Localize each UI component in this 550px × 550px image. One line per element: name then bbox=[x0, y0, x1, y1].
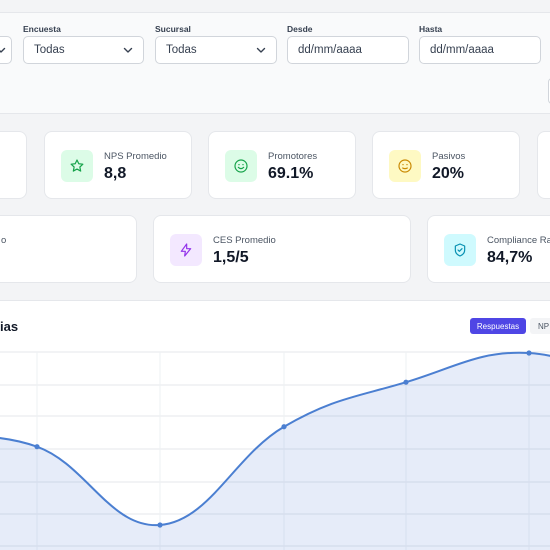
chevron-down-icon bbox=[255, 44, 267, 56]
nps-toggle-button[interactable]: NP bbox=[530, 318, 550, 334]
smile-icon bbox=[234, 159, 248, 173]
kpi-value: 84,7% bbox=[487, 249, 533, 266]
sucursal-select[interactable]: Todas bbox=[155, 36, 277, 64]
hasta-input[interactable]: dd/mm/aaaa bbox=[419, 36, 541, 64]
shield-check-icon bbox=[454, 243, 466, 257]
star-icon bbox=[70, 159, 84, 172]
chart-card bbox=[0, 300, 550, 550]
smile-icon-box bbox=[225, 150, 257, 182]
respuestas-toggle-button[interactable]: Respuestas bbox=[470, 318, 526, 334]
kpi-label: Compliance Rat bbox=[487, 235, 550, 246]
kpi-label: o bbox=[1, 235, 7, 246]
kpi-label: Pasivos bbox=[432, 151, 466, 162]
kpi-value: 69.1% bbox=[268, 165, 314, 182]
kpi-value: 20% bbox=[432, 165, 465, 182]
kpi-card-promotores: Promotores 69.1% bbox=[208, 131, 356, 199]
kpi-label: Promotores bbox=[268, 151, 318, 162]
kpi-label: CES Promedio bbox=[213, 235, 276, 246]
kpi-card-ces: CES Promedio 1,5/5 bbox=[153, 215, 411, 283]
desde-value: dd/mm/aaaa bbox=[298, 44, 362, 56]
sucursal-value: Todas bbox=[166, 44, 197, 56]
kpi-card-pasivos: Pasivos 20% bbox=[372, 131, 520, 199]
chart-title: ias bbox=[0, 319, 19, 334]
star-icon-box bbox=[61, 150, 93, 182]
encuesta-select[interactable]: Todas bbox=[23, 36, 144, 64]
kpi-card-nps: NPS Promedio 8,8 bbox=[44, 131, 192, 199]
kpi-value: 1,5/5 bbox=[213, 249, 249, 266]
neutral-face-icon bbox=[398, 159, 412, 173]
chevron-down-icon bbox=[122, 44, 134, 56]
hasta-value: dd/mm/aaaa bbox=[430, 44, 494, 56]
kpi-card-partial-right bbox=[537, 131, 550, 199]
kpi-value: 8,8 bbox=[104, 165, 127, 182]
kpi-card-compliance: Compliance Rat 84,7% bbox=[427, 215, 550, 283]
sucursal-label: Sucursal bbox=[155, 24, 191, 34]
lightning-icon bbox=[180, 243, 192, 257]
kpi-card-partial-2: o bbox=[0, 215, 137, 283]
shield-check-icon-box bbox=[444, 234, 476, 266]
neutral-face-icon-box bbox=[389, 150, 421, 182]
kpi-label: NPS Promedio bbox=[104, 151, 167, 162]
desde-input[interactable]: dd/mm/aaaa bbox=[287, 36, 409, 64]
encuesta-label: Encuesta bbox=[23, 24, 61, 34]
desde-label: Desde bbox=[287, 24, 313, 34]
lightning-icon-box bbox=[170, 234, 202, 266]
encuesta-value: Todas bbox=[34, 44, 65, 56]
kpi-card-partial-1: as bbox=[0, 131, 27, 199]
chevron-down-icon bbox=[0, 44, 7, 56]
partial-select[interactable] bbox=[0, 36, 12, 64]
hasta-label: Hasta bbox=[419, 24, 443, 34]
